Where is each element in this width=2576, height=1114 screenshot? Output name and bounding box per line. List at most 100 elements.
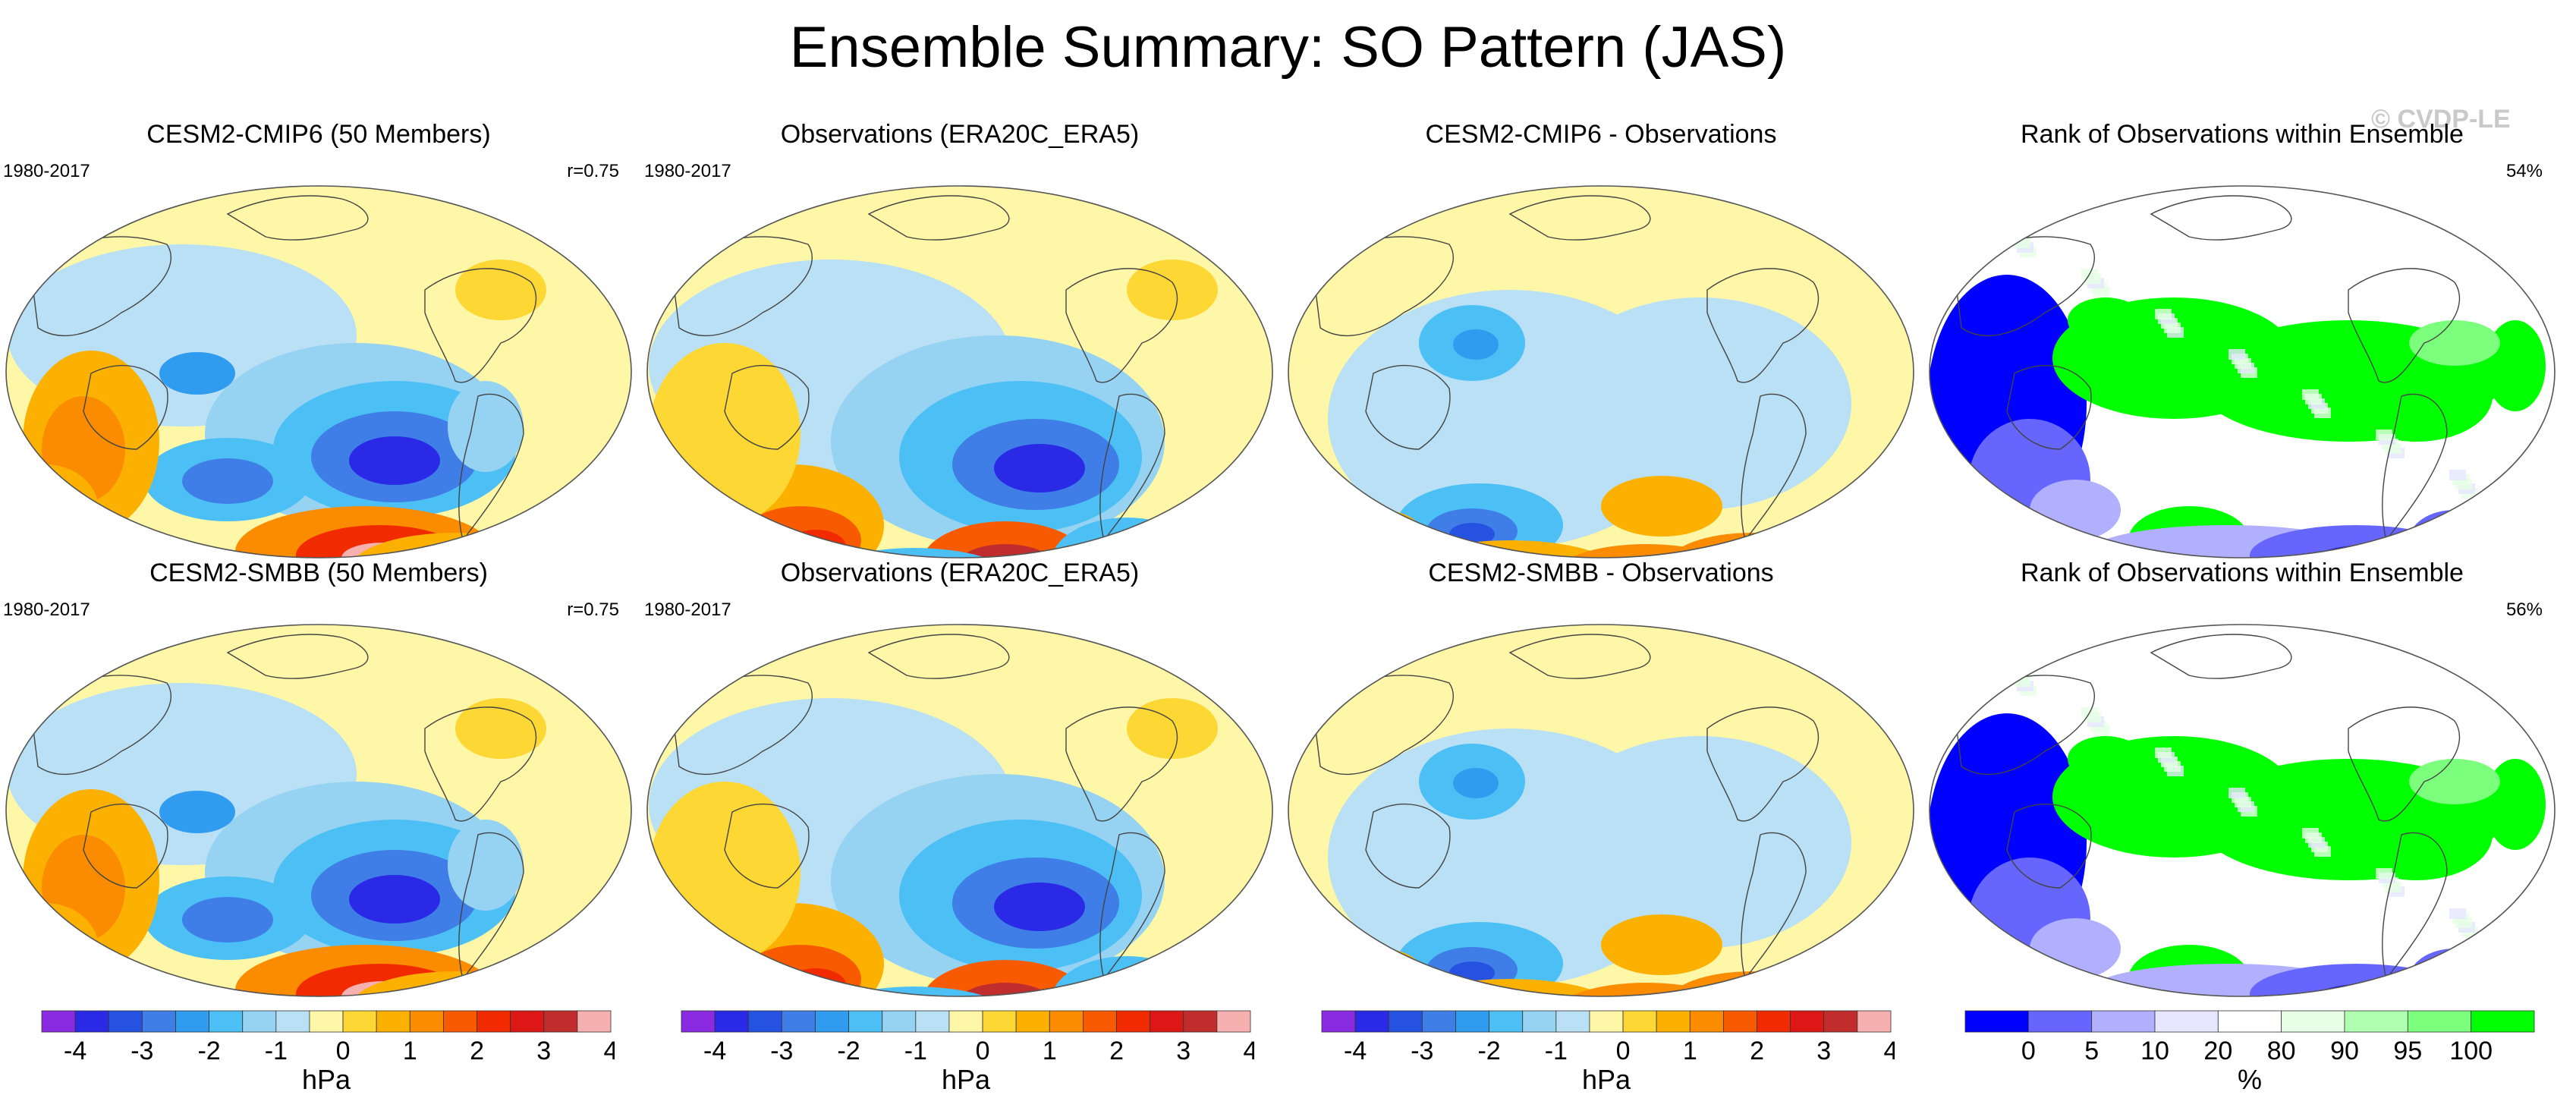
contour-region	[1548, 297, 1851, 510]
contour-region	[99, 994, 281, 996]
colorbar-swatch	[848, 1010, 883, 1033]
map-border	[1288, 185, 1914, 559]
contour-region	[349, 436, 440, 485]
map-panel-observations: Observations (ERA20C_ERA5) 1980-2017	[641, 115, 1279, 559]
colorbar-swatch	[1790, 1010, 1825, 1033]
colorbar-swatch	[2091, 1010, 2156, 1033]
contour-region	[1601, 914, 1722, 975]
continent-outline	[1741, 832, 1807, 980]
colorbar-svg: -4 -3 -2 -1 0 1 2 3 4	[1321, 1010, 1895, 1065]
map-panel-cmip6-pattern: CESM2-CMIP6 (50 Members) 1980-2017 r=0.7…	[0, 115, 637, 559]
rank-cell	[2529, 958, 2546, 968]
map-svg	[646, 624, 1273, 1009]
rank-region	[2341, 351, 2493, 442]
contour-region	[922, 521, 1089, 558]
continent-outline	[1706, 268, 1819, 383]
continent-outline	[867, 634, 1010, 679]
colorbar-tick-label: 4	[1884, 1037, 1895, 1065]
contour-region	[1127, 698, 1218, 759]
panel-title: Observations (ERA20C_ERA5)	[780, 120, 1140, 149]
colorbar-swatch	[1015, 1010, 1050, 1033]
contour-region	[182, 458, 273, 504]
colorbar-swatch	[1049, 1010, 1084, 1033]
colorbar-swatch	[1964, 1010, 2029, 1033]
panel-title: Rank of Observations within Ensemble	[2021, 559, 2464, 587]
rank-region	[2409, 949, 2500, 996]
contour-region	[1548, 736, 1851, 949]
rank-cell	[2376, 430, 2392, 440]
colorbar-swatch	[108, 1010, 143, 1033]
rank-region	[2030, 918, 2121, 979]
rank-region	[2409, 320, 2500, 366]
continent-outline	[1706, 706, 1819, 822]
colorbar-swatch	[242, 1010, 277, 1033]
colorbar-swatch	[1421, 1010, 1456, 1033]
colorbar-swatch	[1083, 1010, 1117, 1033]
colorbar-tick-label: 1	[1683, 1037, 1697, 1065]
colorbar-swatch	[409, 1010, 444, 1033]
map-svg	[1929, 624, 2556, 1009]
map-border	[1929, 624, 2556, 997]
continent-outline	[724, 803, 810, 889]
period-label: 1980-2017	[644, 161, 731, 181]
colorbar-swatch	[1321, 1010, 1356, 1033]
colorbar-tick-label: 5	[2084, 1037, 2099, 1065]
colorbar-swatch	[681, 1010, 716, 1033]
contour-region	[1142, 949, 1233, 996]
colorbar-tick-label: 2	[1750, 1037, 1764, 1065]
continent-outline	[2006, 803, 2092, 889]
rank-region	[2068, 297, 2144, 343]
map-panel-smbb-rank: Rank of Observations within Ensemble 56%	[1923, 554, 2561, 997]
contour-region	[455, 698, 546, 759]
continent-outline	[83, 803, 168, 889]
rank-cell	[2155, 747, 2172, 758]
colorbar-tick-label: -4	[64, 1037, 86, 1065]
map-svg	[5, 624, 632, 997]
colorbar-tick-label: -1	[265, 1037, 288, 1065]
colorbar-tick-label: 90	[2330, 1037, 2359, 1065]
colorbar-tick-label: 2	[1109, 1037, 1124, 1065]
contour-region	[649, 782, 800, 964]
colorbar-swatch	[477, 1010, 511, 1033]
colorbar-swatch	[948, 1010, 983, 1033]
continent-outline	[2045, 1002, 2440, 1009]
colorbar-swatch	[342, 1010, 377, 1033]
rank-percent-label: 54%	[2505, 161, 2543, 181]
colorbar-tick-label: 95	[2393, 1037, 2422, 1065]
continent-outline	[1508, 634, 1651, 679]
colorbar-tick-label: 3	[1176, 1037, 1190, 1065]
rank-percent-label: 56%	[2505, 599, 2543, 620]
rank-cell	[2228, 349, 2245, 360]
colorbar-swatch	[2281, 1010, 2345, 1033]
continent-outline	[1099, 393, 1165, 542]
colorbar-swatch	[1589, 1010, 1624, 1033]
colorbar-tick-label: -2	[1477, 1037, 1500, 1065]
map-field	[1288, 625, 1914, 1009]
colorbar-tick-label: -4	[703, 1037, 726, 1065]
rank-region	[2068, 736, 2144, 782]
continent-outline	[1741, 393, 1807, 542]
rank-cell	[2155, 309, 2172, 319]
map-panel-smbb-pattern: CESM2-SMBB (50 Members) 1980-2017 r=0.75	[0, 554, 637, 997]
continent-outline	[1099, 832, 1165, 980]
colorbar-swatch	[1656, 1010, 1691, 1033]
rank-region	[2030, 480, 2121, 540]
colorbar-tick-label: -4	[1344, 1037, 1367, 1065]
colorbar-swatch	[1183, 1010, 1218, 1033]
map-panel-smbb-difference: CESM2-SMBB - Observations	[1282, 554, 1920, 997]
colorbar-swatch	[209, 1010, 244, 1033]
contour-region	[1578, 1000, 1684, 1009]
colorbar-swatch	[1622, 1010, 1657, 1033]
colorbar-tick-label: 4	[604, 1037, 615, 1065]
map-border	[646, 185, 1273, 559]
contour-region	[159, 791, 235, 833]
continent-outline	[1065, 706, 1178, 822]
colorbar-tick-label: 3	[536, 1037, 551, 1065]
colorbar-tick-label: 80	[2267, 1037, 2296, 1065]
colorbar-tick-label: 20	[2203, 1037, 2232, 1065]
contour-region	[1335, 949, 1426, 996]
continent-outline	[763, 1002, 1158, 1009]
contour-region	[1127, 260, 1218, 320]
map-panel-observations: Observations (ERA20C_ERA5) 1980-2017	[641, 554, 1279, 997]
colorbar-swatch	[781, 1010, 816, 1033]
